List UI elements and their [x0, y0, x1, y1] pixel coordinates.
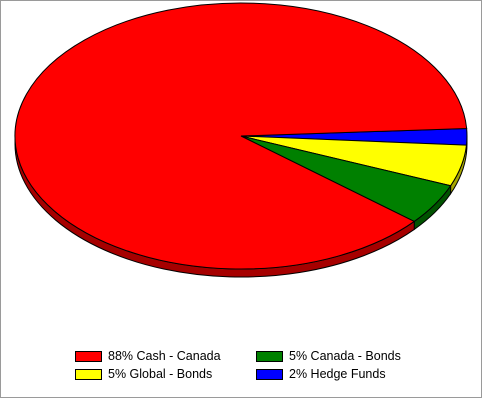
- pie-slice-88-cash-canada: [14, 2, 468, 270]
- legend-item-canada-bonds: 5% Canada - Bonds: [256, 349, 426, 363]
- legend-item-global-bonds: 5% Global - Bonds: [75, 367, 256, 381]
- pie-chart: [14, 2, 468, 278]
- chart-legend: 88% Cash - Canada 5% Canada - Bonds 5% G…: [75, 349, 426, 381]
- legend-item-hedge-funds: 2% Hedge Funds: [256, 367, 426, 381]
- legend-label-hedge-funds: 2% Hedge Funds: [289, 367, 386, 381]
- legend-swatch-canada-bonds: [256, 350, 283, 362]
- legend-swatch-global-bonds: [75, 368, 102, 380]
- legend-label-canada-bonds: 5% Canada - Bonds: [289, 349, 401, 363]
- legend-swatch-hedge-funds: [256, 368, 283, 380]
- legend-label-cash-canada: 88% Cash - Canada: [108, 349, 221, 363]
- legend-label-global-bonds: 5% Global - Bonds: [108, 367, 213, 381]
- legend-item-cash-canada: 88% Cash - Canada: [75, 349, 256, 363]
- legend-swatch-cash-canada: [75, 350, 102, 362]
